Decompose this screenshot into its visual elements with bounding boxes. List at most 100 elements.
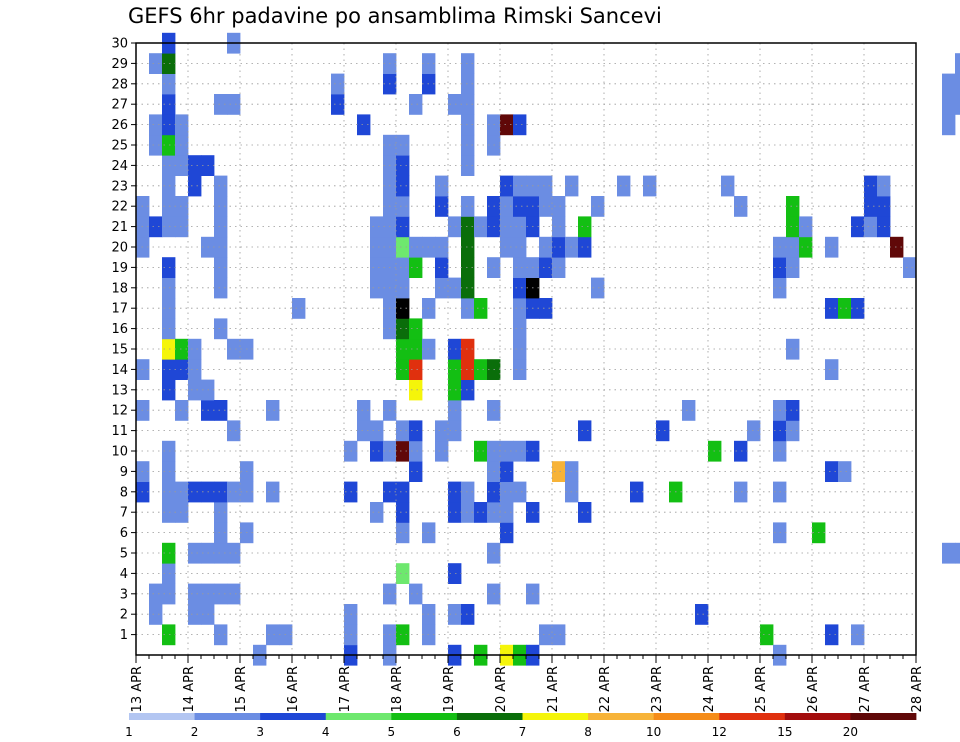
heatmap-cell <box>955 94 960 115</box>
heatmap-cell <box>162 461 176 482</box>
x-tick-label: 27 APR <box>858 666 873 712</box>
heatmap-cell <box>370 216 384 238</box>
heatmap-cell <box>734 481 748 503</box>
heatmap-cell <box>448 359 462 380</box>
heatmap-cell <box>513 236 527 258</box>
heatmap-cell <box>578 502 592 523</box>
heatmap-cell <box>539 257 553 278</box>
heatmap-cell <box>513 277 527 299</box>
heatmap-cell <box>227 542 241 564</box>
y-tick-label: 23 <box>111 179 128 194</box>
heatmap-cell <box>175 196 189 217</box>
heatmap-cell <box>539 196 553 217</box>
heatmap-cell <box>500 216 514 238</box>
heatmap-cell <box>877 216 891 238</box>
heatmap-cell <box>162 216 176 238</box>
heatmap-cell <box>162 114 176 136</box>
heatmap-cell <box>162 196 176 217</box>
heatmap-cell <box>396 440 410 462</box>
heatmap-cell <box>162 175 176 197</box>
heatmap-cell <box>162 338 176 360</box>
heatmap-cell <box>396 175 410 197</box>
x-tick-label: 26 APR <box>806 666 821 712</box>
heatmap-cell <box>149 216 163 238</box>
heatmap-cell <box>396 155 410 176</box>
x-tick-label: 21 APR <box>546 666 561 712</box>
y-tick-label: 21 <box>111 220 128 235</box>
x-tick-label: 16 APR <box>286 666 301 712</box>
heatmap-cell <box>578 216 592 238</box>
heatmap-cell <box>448 481 462 503</box>
heatmap-cell <box>448 379 462 401</box>
heatmap-cell <box>513 481 527 503</box>
heatmap-cell <box>266 624 280 646</box>
heatmap-cell <box>838 298 852 319</box>
heatmap-cell <box>734 196 748 217</box>
heatmap-cell <box>357 114 371 136</box>
heatmap-cell <box>656 420 670 442</box>
heatmap-cell <box>539 624 553 646</box>
y-tick-label: 4 <box>120 567 128 582</box>
y-tick-label: 8 <box>120 485 128 500</box>
heatmap-cell <box>786 257 800 278</box>
heatmap-cell <box>409 338 423 360</box>
y-tick-label: 12 <box>111 404 128 419</box>
heatmap-cell <box>396 257 410 278</box>
heatmap-cell <box>435 175 449 197</box>
heatmap-cell <box>214 175 228 197</box>
heatmap-cell <box>162 440 176 462</box>
heatmap-cell <box>539 236 553 258</box>
heatmap-cell <box>370 257 384 278</box>
heatmap-cell <box>214 481 228 503</box>
heatmap-cell <box>396 298 410 319</box>
heatmap-cell <box>591 196 605 217</box>
heatmap-cell <box>513 359 527 380</box>
heatmap-cell <box>188 379 202 401</box>
legend-label: 5 <box>388 725 396 739</box>
heatmap-cell <box>175 155 189 176</box>
heatmap-cell <box>214 522 228 544</box>
heatmap-cell <box>500 481 514 503</box>
y-tick-label: 30 <box>111 37 128 52</box>
y-tick-label: 16 <box>111 322 128 337</box>
heatmap-cell <box>942 73 956 95</box>
heatmap-cell <box>799 236 813 258</box>
x-tick-label: 18 APR <box>390 666 405 712</box>
heatmap-cell <box>175 338 189 360</box>
y-tick-label: 22 <box>111 200 128 215</box>
heatmap-cell <box>162 53 176 74</box>
heatmap-cell <box>461 236 475 258</box>
heatmap-cell <box>461 379 475 401</box>
legend-label: 20 <box>843 725 858 739</box>
heatmap-cell <box>162 542 176 564</box>
heatmap-cell <box>188 604 202 625</box>
heatmap-cell <box>513 338 527 360</box>
heatmap-cell <box>825 298 839 319</box>
heatmap-cell <box>474 216 488 238</box>
heatmap-cell <box>513 216 527 238</box>
heatmap-cell <box>214 624 228 646</box>
legend-color-swatch <box>522 713 589 720</box>
heatmap-cell <box>227 481 241 503</box>
heatmap-cell <box>578 420 592 442</box>
heatmap-cell <box>409 359 423 380</box>
heatmap-cell <box>227 338 241 360</box>
y-tick-label: 27 <box>111 98 128 113</box>
y-tick-label: 1 <box>120 628 128 643</box>
y-tick-label: 2 <box>120 608 128 623</box>
heatmap-cell <box>552 257 566 278</box>
heatmap-cell <box>162 277 176 299</box>
heatmap-cell <box>461 502 475 523</box>
heatmap-cell <box>214 318 228 340</box>
heatmap-cell <box>396 236 410 258</box>
heatmap-cell <box>877 196 891 217</box>
heatmap-cell <box>513 114 527 136</box>
heatmap-cell <box>188 542 202 564</box>
y-tick-label: 19 <box>111 261 128 276</box>
heatmap-cell <box>149 583 163 605</box>
heatmap-cell <box>552 461 566 482</box>
x-tick-label: 28 APR <box>910 666 925 712</box>
heatmap-cell <box>513 175 527 197</box>
